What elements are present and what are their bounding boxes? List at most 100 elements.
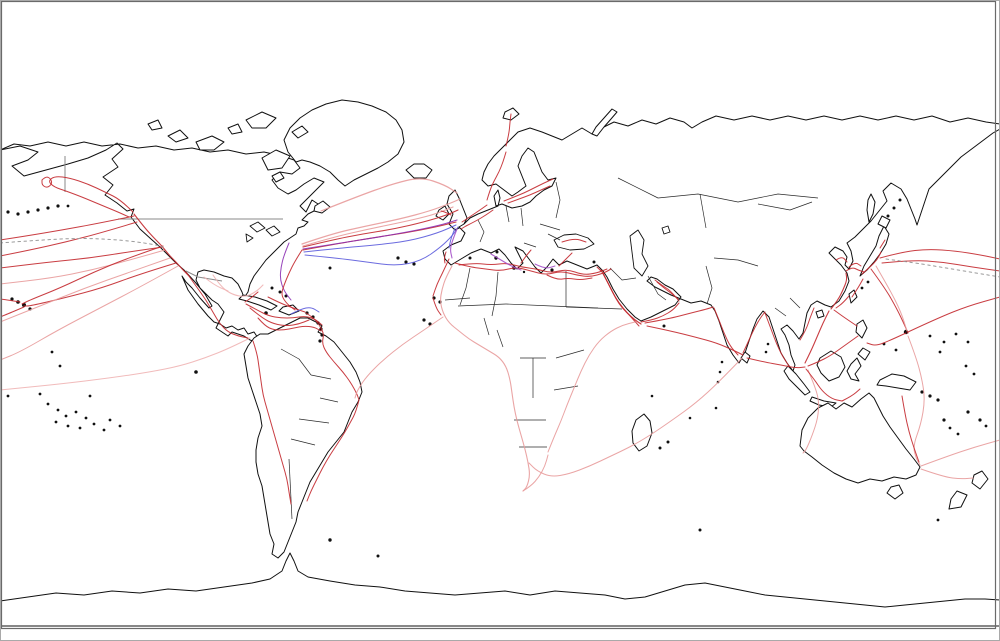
island-dot	[36, 208, 40, 212]
country-border	[757, 201, 813, 211]
cable-route-cable_red	[486, 151, 507, 201]
cable-route-cable_red	[460, 225, 467, 230]
island-dot	[404, 260, 408, 264]
island-dot	[936, 518, 940, 522]
cable-route-cable_red	[302, 209, 459, 248]
country-border	[310, 374, 332, 380]
island-dot	[966, 340, 970, 344]
island-dot	[38, 392, 42, 396]
island-dot	[984, 424, 988, 428]
cable-route-cable_red	[807, 335, 859, 367]
island-dot	[866, 280, 870, 284]
cable-route-cable_pink	[907, 335, 925, 466]
cable-route-cable_red	[465, 209, 494, 227]
coastlines-layer	[0, 99, 1000, 627]
cable-route-cable_pink	[920, 468, 974, 480]
country-border	[483, 317, 490, 336]
island-dot	[688, 416, 692, 420]
landmass-banks-island	[167, 129, 189, 143]
island-dot	[66, 204, 70, 208]
cable-route-cable_red	[257, 317, 322, 332]
country-border	[647, 275, 667, 301]
island-dot	[718, 370, 722, 374]
island-dot	[26, 210, 30, 214]
cable-route-cable_red	[879, 249, 1000, 260]
country-border	[705, 265, 713, 305]
cable-route-cable_red	[305, 312, 360, 401]
cable-route-cable_red	[848, 262, 862, 268]
island-dot	[938, 350, 942, 354]
dashed-route	[0, 238, 164, 248]
island-dot	[920, 390, 924, 394]
cable-route-cable_red	[440, 210, 452, 216]
cable-route-cable_red	[879, 239, 886, 249]
island-dot	[592, 260, 596, 264]
cable-route-cable_blue	[303, 224, 457, 253]
cable-route-cable_blue	[304, 226, 459, 266]
cable-route-cable_red	[432, 258, 450, 297]
cable-route-cable_red	[458, 263, 608, 275]
landmass-nz-south-island	[948, 490, 968, 510]
island-dot	[966, 410, 970, 414]
island-dot	[522, 270, 526, 274]
landmass-luzon	[855, 319, 868, 339]
cable-route-cable_pink	[875, 265, 908, 332]
country-border	[539, 223, 561, 231]
island-dot	[886, 214, 890, 218]
cable-route-cable_red	[245, 303, 323, 326]
island-dot	[764, 350, 768, 354]
cable-route-cable_red	[461, 204, 488, 223]
cable-route-cable_blue	[290, 307, 320, 315]
island-dot	[956, 432, 960, 436]
country-border	[491, 271, 499, 317]
landmass-madagascar	[631, 413, 653, 452]
country-border	[290, 438, 316, 446]
cable-route-cable_pink	[547, 321, 636, 453]
great-lake-2	[265, 225, 281, 237]
island-dot	[58, 364, 62, 368]
great-lake-1	[249, 221, 266, 233]
cable-route-cable_pink	[920, 439, 1000, 467]
landmass-new-guinea	[876, 373, 917, 391]
island-dot	[928, 334, 932, 338]
island-dot	[328, 266, 332, 270]
landmass-tasmania	[886, 484, 904, 500]
cable-route-cable_pink	[802, 369, 820, 454]
island-dot	[422, 318, 426, 322]
cable-route-cable_red	[640, 302, 680, 323]
landmass-novaya-zemlya	[591, 108, 618, 137]
island-dot	[50, 350, 54, 354]
cable-route-cable_red	[41, 176, 53, 188]
cable-route-cable_purple	[279, 242, 292, 301]
cable-route-cable_red	[851, 278, 864, 298]
island-dot	[714, 406, 718, 410]
island-dot	[74, 410, 78, 414]
landmass-arctic-isle-2	[227, 123, 243, 135]
country-border	[496, 329, 504, 348]
caspian-sea	[629, 229, 649, 277]
island-dot	[278, 290, 282, 294]
cable-route-cable_red	[23, 262, 177, 307]
landmass-south-america	[243, 317, 363, 559]
country-border	[505, 205, 510, 223]
cable-route-cable_red	[281, 249, 303, 311]
island-dot	[412, 262, 416, 266]
cable-route-cable_red	[746, 357, 806, 369]
country-border	[789, 297, 801, 309]
country-border	[520, 207, 524, 227]
landmass-australia	[799, 392, 921, 484]
island-dot	[936, 398, 940, 402]
landmass-cuba	[238, 294, 278, 311]
cable-route-cable_red	[249, 307, 310, 326]
cable-route-cable_red	[764, 312, 790, 367]
cable-route-cable_purple	[302, 219, 458, 250]
island-dots-layer	[6, 198, 988, 558]
cable-route-cable_red	[656, 281, 679, 300]
landmass-sumatra	[783, 365, 811, 396]
cable-route-cable_red	[454, 262, 612, 277]
country-border	[774, 307, 787, 317]
island-dot	[964, 364, 968, 368]
cable-route-cable_red	[306, 399, 360, 502]
country-border	[547, 233, 561, 241]
